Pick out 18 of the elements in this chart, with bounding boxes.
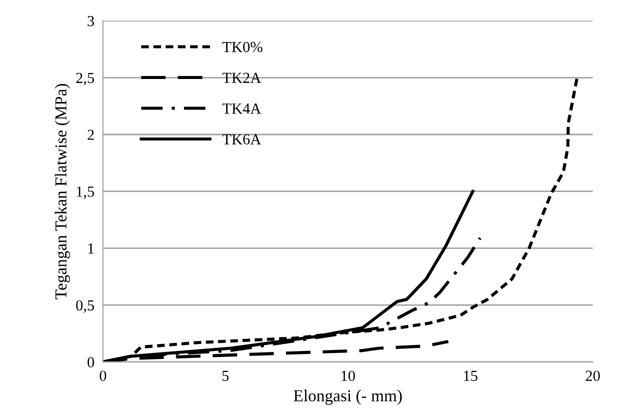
legend-label: TK6A xyxy=(222,134,262,144)
x-tick-label: 10 xyxy=(342,370,355,382)
y-tick-label: 0,5 xyxy=(76,300,94,313)
legend-label: TK0% xyxy=(222,42,262,52)
x-tick-label: 5 xyxy=(222,370,229,382)
x-axis-title: Elongasi (- mm) xyxy=(294,390,402,405)
y-tick-label: 2,5 xyxy=(76,72,94,86)
x-tick-label: 20 xyxy=(586,370,600,382)
x-tick-label: 15 xyxy=(464,370,478,382)
legend-label: TK2A xyxy=(222,72,262,83)
y-axis-title: Tegangan Tekan Flatwise (MPa) xyxy=(54,84,70,300)
x-tick-label: 0 xyxy=(100,370,106,382)
y-tick-label: 0 xyxy=(88,357,94,368)
y-tick-label: 3 xyxy=(88,16,94,26)
y-tick-label: 1,5 xyxy=(76,186,94,200)
y-tick-label: 1 xyxy=(88,243,94,254)
legend-label: TK4A xyxy=(222,103,262,114)
y-tick-label: 2 xyxy=(88,130,94,140)
